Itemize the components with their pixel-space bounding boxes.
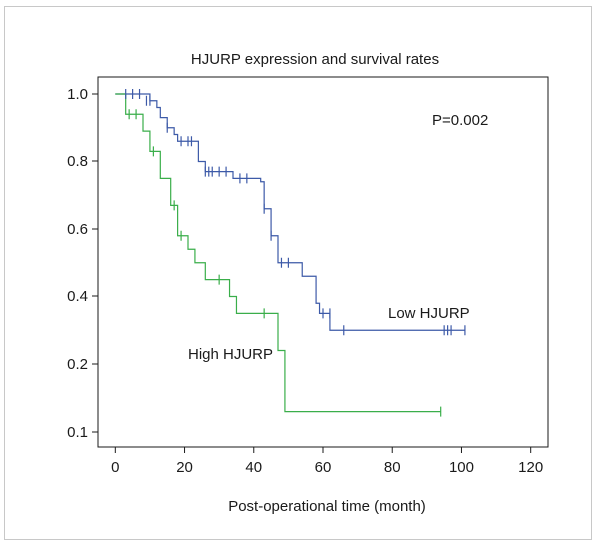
series-label-high-hjurp: High HJURP [188, 346, 273, 363]
x-axis-title: Post-operational time (month) [228, 498, 426, 515]
survival-curves [115, 93, 465, 413]
x-tick-label: 100 [449, 459, 474, 476]
y-tick-label: 0.8 [67, 153, 88, 170]
censor-marks [125, 89, 466, 417]
x-tick-label: 80 [384, 459, 401, 476]
series-label-low-hjurp: Low HJURP [388, 305, 470, 322]
y-tick-label: 0.6 [67, 221, 88, 238]
x-tick-label: 60 [315, 459, 332, 476]
series-line-high-hjurp [115, 93, 441, 413]
chart-frame [4, 6, 592, 540]
plot-area [97, 76, 549, 448]
y-tick-label: 0.2 [67, 356, 88, 373]
y-tick-label: 1.0 [67, 86, 88, 103]
x-tick-label: 0 [111, 459, 119, 476]
y-axis: 1.0 0.8 0.6 0.4 0.2 0.1 [67, 86, 98, 441]
y-tick-label: 0.4 [67, 288, 88, 305]
x-tick-label: 20 [176, 459, 193, 476]
x-axis: 0 20 40 60 80 100 120 [111, 447, 543, 476]
chart-title: HJURP expression and survival rates [191, 51, 439, 68]
series-line-low-hjurp [115, 93, 465, 331]
y-tick-label: 0.1 [67, 424, 88, 441]
p-value-label: P=0.002 [432, 112, 488, 129]
x-tick-label: 120 [518, 459, 543, 476]
x-tick-label: 40 [245, 459, 262, 476]
